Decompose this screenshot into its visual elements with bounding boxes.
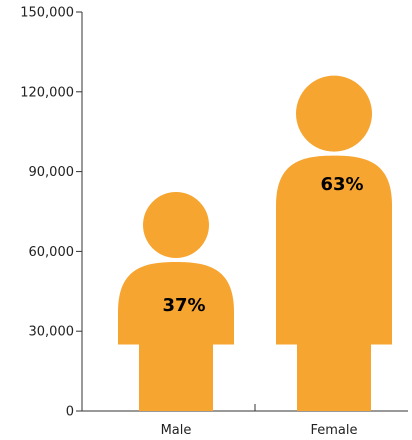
figure-head (143, 192, 209, 259)
figures: 37% 63% (118, 75, 392, 411)
y-axis: 0 30,000 60,000 90,000 120,000 150,000 (20, 6, 83, 420)
y-tick-label: 0 (66, 405, 74, 420)
category-label: Female (310, 423, 357, 438)
category-label: Male (161, 423, 192, 438)
figure-body (276, 155, 392, 345)
figure-legs (297, 343, 371, 411)
percent-label: 37% (162, 295, 205, 316)
percent-label: 63% (320, 174, 363, 195)
y-tick-label: 30,000 (29, 325, 75, 340)
figure-male: 37% (118, 192, 234, 411)
figure-female: 63% (276, 75, 392, 411)
figure-body (118, 262, 234, 345)
y-tick-label: 90,000 (29, 165, 75, 180)
figure-legs (139, 343, 213, 411)
figure-head (296, 75, 372, 152)
y-tick-label: 120,000 (20, 85, 74, 100)
y-tick-label: 150,000 (20, 6, 74, 21)
y-tick-label: 60,000 (29, 245, 75, 260)
